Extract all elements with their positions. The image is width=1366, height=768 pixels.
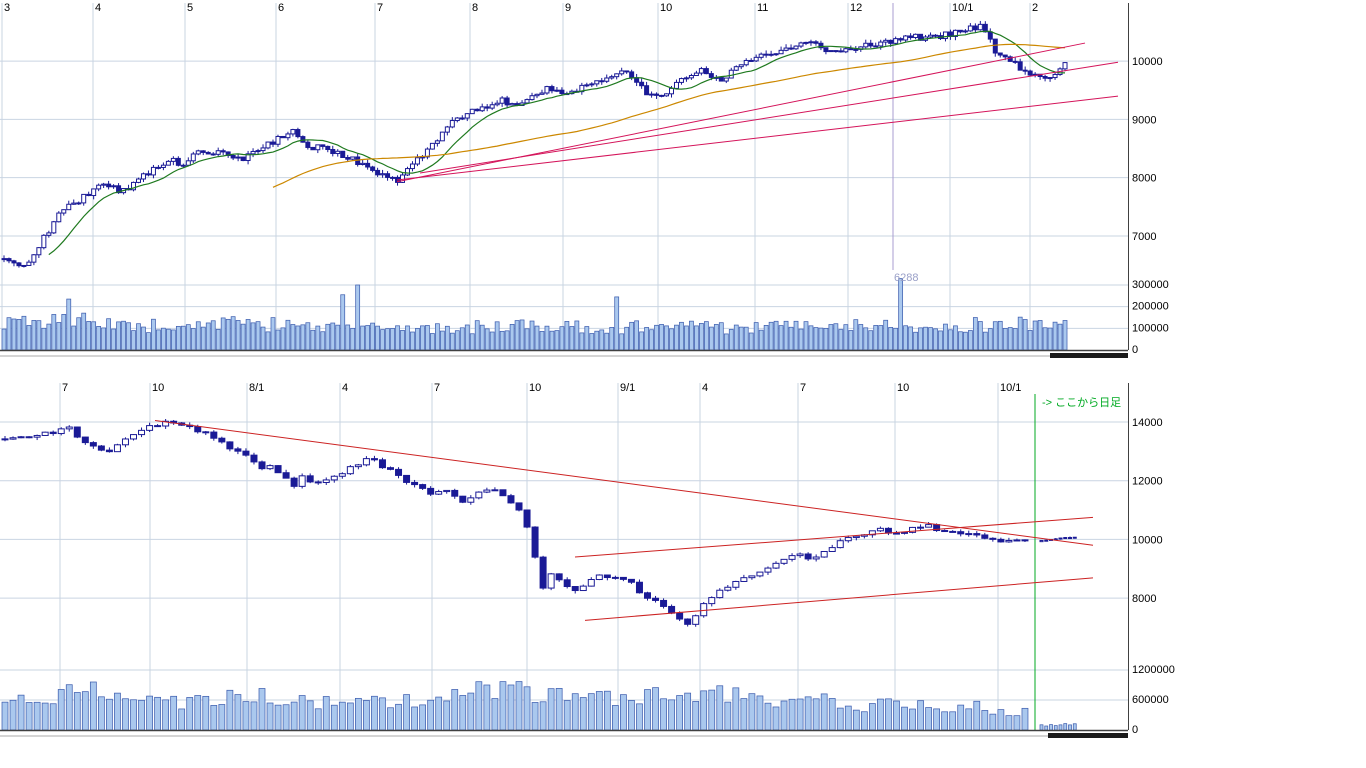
trendlines bbox=[154, 420, 1094, 621]
annotation-label: -> ここから日足 bbox=[1042, 396, 1121, 409]
svg-text:6: 6 bbox=[278, 2, 284, 14]
svg-text:0: 0 bbox=[1132, 724, 1138, 736]
svg-text:10000: 10000 bbox=[1132, 534, 1163, 546]
svg-text:7000: 7000 bbox=[1132, 231, 1156, 243]
svg-text:9000: 9000 bbox=[1132, 114, 1156, 126]
x-axis-labels: 7 10 8/1 4 7 10 9/1 4 7 10 10/1 bbox=[62, 382, 1021, 394]
h-scrollbar-thumb[interactable] bbox=[1050, 353, 1128, 358]
daily-chart-panel: 6288 10000 9000 8000 7000 300000 200000 100000 0… bbox=[0, 0, 1366, 372]
h-scrollbar-thumb[interactable] bbox=[1048, 733, 1128, 738]
svg-text:8: 8 bbox=[472, 2, 478, 14]
svg-text:4: 4 bbox=[95, 2, 101, 14]
svg-text:10: 10 bbox=[529, 382, 541, 394]
svg-text:9/1: 9/1 bbox=[620, 382, 635, 394]
trendline bbox=[419, 61, 1119, 174]
short-ma-line bbox=[48, 30, 1066, 256]
candles bbox=[1, 419, 1077, 627]
svg-text:3: 3 bbox=[4, 2, 10, 14]
svg-text:600000: 600000 bbox=[1132, 694, 1169, 706]
svg-text:12: 12 bbox=[850, 2, 862, 14]
svg-text:7: 7 bbox=[377, 2, 383, 14]
trendline bbox=[584, 577, 1094, 621]
weekly-chart-panel: -> ここから日足 14000 12000 10000 8000 1200000 60000… bbox=[0, 380, 1366, 768]
trendlines bbox=[396, 42, 1119, 183]
svg-text:10000: 10000 bbox=[1132, 56, 1163, 68]
svg-text:4: 4 bbox=[702, 382, 708, 394]
svg-text:4: 4 bbox=[342, 382, 348, 394]
volume-bars bbox=[1, 278, 1068, 351]
long-ma-line bbox=[272, 43, 1066, 188]
svg-text:7: 7 bbox=[62, 382, 68, 394]
svg-text:8/1: 8/1 bbox=[249, 382, 264, 394]
svg-text:12000: 12000 bbox=[1132, 476, 1163, 488]
svg-text:7: 7 bbox=[434, 382, 440, 394]
svg-text:200000: 200000 bbox=[1132, 301, 1169, 313]
y-axis-labels: 14000 12000 10000 8000 1200000 600000 0 bbox=[1132, 417, 1175, 736]
svg-text:2: 2 bbox=[1032, 2, 1038, 14]
trendline bbox=[396, 95, 1119, 181]
svg-text:1200000: 1200000 bbox=[1132, 664, 1175, 676]
svg-text:300000: 300000 bbox=[1132, 279, 1169, 291]
weekly-candlestick-chart[interactable]: -> ここから日足 14000 12000 10000 8000 1200000 60000… bbox=[0, 380, 1366, 768]
svg-text:8000: 8000 bbox=[1132, 173, 1156, 185]
svg-text:7: 7 bbox=[800, 382, 806, 394]
trendline bbox=[154, 420, 1094, 546]
svg-text:8000: 8000 bbox=[1132, 593, 1156, 605]
svg-text:11: 11 bbox=[757, 2, 768, 14]
candles bbox=[1, 20, 1068, 268]
x-axis-labels: 3 4 5 6 7 8 9 10 11 12 10/1 2 bbox=[4, 2, 1038, 14]
trendline bbox=[574, 516, 1094, 558]
svg-text:5: 5 bbox=[187, 2, 193, 14]
svg-text:10: 10 bbox=[897, 382, 909, 394]
grid-lines bbox=[0, 3, 1128, 350]
volume-bars bbox=[1, 681, 1077, 731]
y-axis-labels: 10000 9000 8000 7000 300000 200000 100000 0 bbox=[1132, 56, 1169, 356]
svg-text:10: 10 bbox=[152, 382, 164, 394]
svg-text:14000: 14000 bbox=[1132, 417, 1163, 429]
svg-text:10: 10 bbox=[660, 2, 672, 14]
annotation-label: 6288 bbox=[894, 272, 918, 284]
svg-text:0: 0 bbox=[1132, 344, 1138, 356]
svg-text:100000: 100000 bbox=[1132, 322, 1169, 334]
grid-lines bbox=[0, 383, 1128, 730]
svg-text:9: 9 bbox=[565, 2, 571, 14]
svg-text:10/1: 10/1 bbox=[952, 2, 973, 14]
svg-text:10/1: 10/1 bbox=[1000, 382, 1021, 394]
daily-candlestick-chart[interactable]: 6288 10000 9000 8000 7000 300000 200000 100000 0… bbox=[0, 0, 1366, 372]
